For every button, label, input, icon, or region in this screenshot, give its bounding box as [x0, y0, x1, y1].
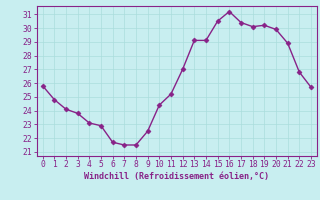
X-axis label: Windchill (Refroidissement éolien,°C): Windchill (Refroidissement éolien,°C): [84, 172, 269, 181]
